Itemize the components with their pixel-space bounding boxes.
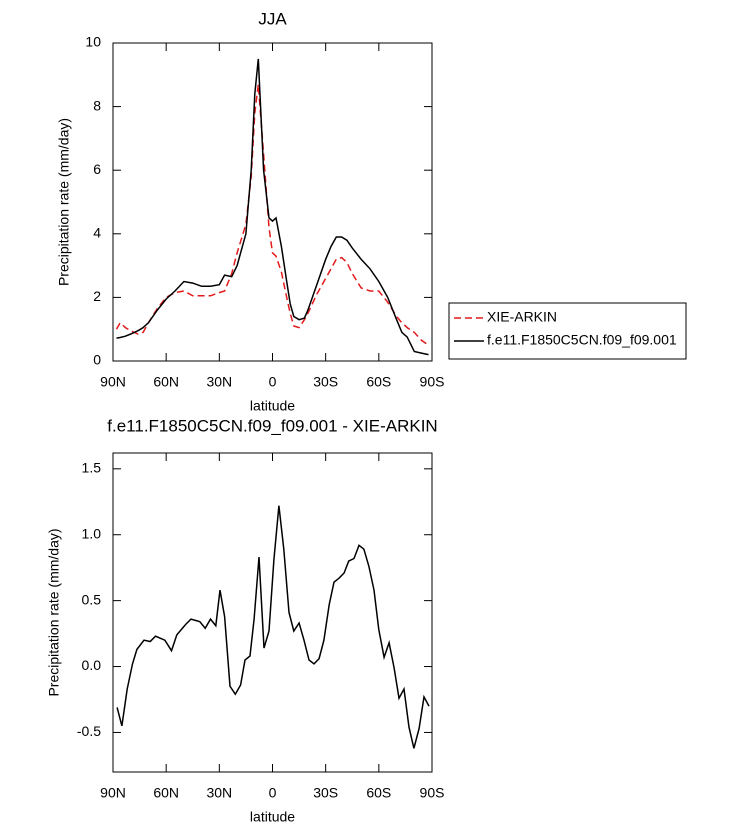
- chart-title: f.e11.F1850C5CN.f09_f09.001 - XIE-ARKIN: [107, 416, 437, 435]
- chart-title: JJA: [258, 9, 287, 28]
- y-tick-label: -0.5: [77, 723, 101, 739]
- x-tick-label: 30N: [206, 374, 232, 390]
- x-tick-label: 90N: [100, 785, 126, 801]
- y-tick-label: 1.5: [82, 460, 102, 476]
- data-line: [115, 84, 429, 346]
- x-tick-label: 90N: [100, 374, 126, 390]
- y-tick-label: 8: [93, 97, 101, 113]
- x-tick-label: 60N: [153, 785, 179, 801]
- y-tick-label: 10: [85, 34, 101, 50]
- y-axis-label: Precipitation rate (mm/day): [46, 528, 62, 696]
- x-tick-label: 60S: [366, 785, 391, 801]
- x-axis-label: latitude: [250, 809, 295, 825]
- plot-frame: [112, 452, 433, 773]
- x-tick-label: 0: [269, 785, 277, 801]
- y-tick-label: 0.5: [82, 591, 102, 607]
- x-axis-label: latitude: [250, 398, 295, 414]
- data-line: [116, 58, 429, 356]
- x-tick-label: 90S: [420, 374, 445, 390]
- y-tick-label: 0: [93, 352, 101, 368]
- x-tick-label: 30N: [206, 785, 232, 801]
- legend-label: f.e11.F1850C5CN.f09_f09.001: [487, 332, 677, 348]
- x-tick-label: 60N: [153, 374, 179, 390]
- x-tick-label: 30S: [313, 785, 338, 801]
- plot-frame: [112, 42, 433, 362]
- y-tick-label: 1.0: [82, 525, 102, 541]
- y-tick-label: 6: [93, 161, 101, 177]
- y-tick-label: 0.0: [82, 657, 102, 673]
- legend-box: [448, 302, 687, 360]
- x-tick-label: 60S: [366, 374, 391, 390]
- x-tick-label: 90S: [420, 785, 445, 801]
- x-tick-label: 0: [269, 374, 277, 390]
- y-tick-label: 2: [93, 288, 101, 304]
- data-line: [116, 505, 430, 749]
- y-axis-label: Precipitation rate (mm/day): [56, 118, 72, 286]
- x-tick-label: 30S: [313, 374, 338, 390]
- y-tick-label: 4: [93, 225, 101, 241]
- legend-label: XIE-ARKIN: [487, 309, 557, 325]
